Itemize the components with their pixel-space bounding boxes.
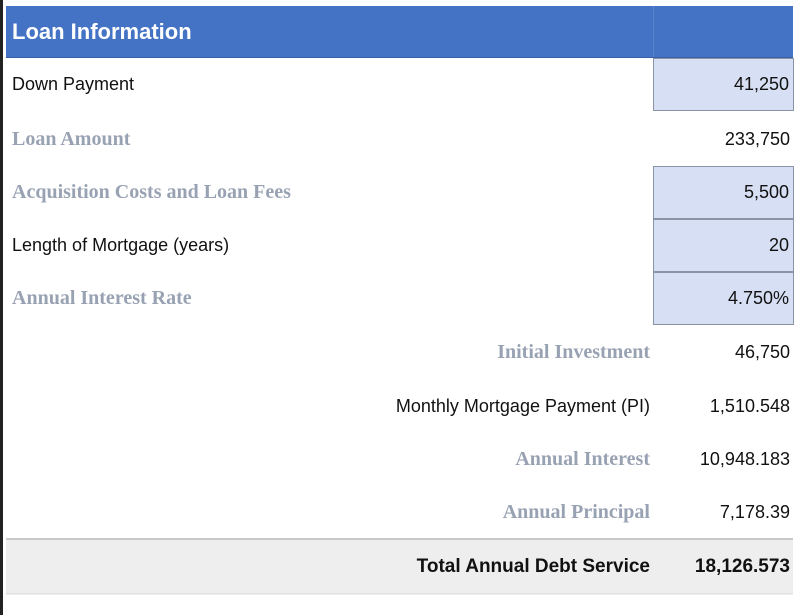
row-initial-investment: Initial Investment 46,750 — [6, 326, 793, 379]
monthly-payment-label: Monthly Mortgage Payment (PI) — [395, 396, 650, 416]
annual-interest-value: 10,948.183 — [699, 449, 790, 469]
mortgage-length-value: 20 — [768, 235, 789, 255]
row-interest-rate: Annual Interest Rate 4.750% — [6, 272, 794, 325]
row-annual-interest: Annual Interest 10,948.183 — [6, 433, 793, 486]
down-payment-label: Down Payment — [12, 74, 135, 94]
mortgage-length-label: Length of Mortgage (years) — [12, 235, 230, 255]
row-loan-amount: Loan Amount 233,750 — [6, 113, 793, 166]
section-title: Loan Information — [12, 19, 192, 44]
initial-investment-label: Initial Investment — [497, 341, 650, 363]
interest-rate-input[interactable]: 4.750% — [653, 272, 794, 325]
row-monthly-payment: Monthly Mortgage Payment (PI) 1,510.548 — [6, 380, 793, 433]
acquisition-costs-label: Acquisition Costs and Loan Fees — [12, 181, 291, 203]
down-payment-input[interactable]: 41,250 — [653, 58, 794, 111]
interest-rate-value: 4.750% — [727, 288, 789, 308]
acquisition-costs-value: 5,500 — [743, 182, 789, 202]
initial-investment-value: 46,750 — [734, 342, 790, 362]
row-acquisition-costs: Acquisition Costs and Loan Fees 5,500 — [6, 166, 794, 219]
mortgage-length-input[interactable]: 20 — [653, 219, 794, 272]
annual-interest-label: Annual Interest — [515, 448, 650, 470]
bottom-divider — [6, 593, 793, 594]
acquisition-costs-input[interactable]: 5,500 — [653, 166, 794, 219]
interest-rate-label: Annual Interest Rate — [12, 287, 192, 309]
total-debt-service-value: 18,126.573 — [694, 556, 790, 577]
monthly-payment-value: 1,510.548 — [709, 396, 790, 416]
annual-principal-value: 7,178.39 — [719, 502, 790, 522]
loan-amount-value: 233,750 — [724, 129, 790, 149]
loan-amount-label: Loan Amount — [12, 128, 131, 150]
row-mortgage-length: Length of Mortgage (years) 20 — [6, 219, 794, 272]
header-divider — [653, 6, 654, 57]
row-annual-principal: Annual Principal 7,178.39 — [6, 486, 793, 539]
down-payment-value: 41,250 — [733, 74, 789, 94]
annual-principal-label: Annual Principal — [502, 501, 650, 523]
row-down-payment: Down Payment 41,250 — [6, 58, 794, 111]
section-header: Loan Information — [6, 6, 793, 58]
total-debt-service-label: Total Annual Debt Service — [416, 556, 650, 577]
row-total-debt-service: Total Annual Debt Service 18,126.573 — [6, 538, 793, 595]
